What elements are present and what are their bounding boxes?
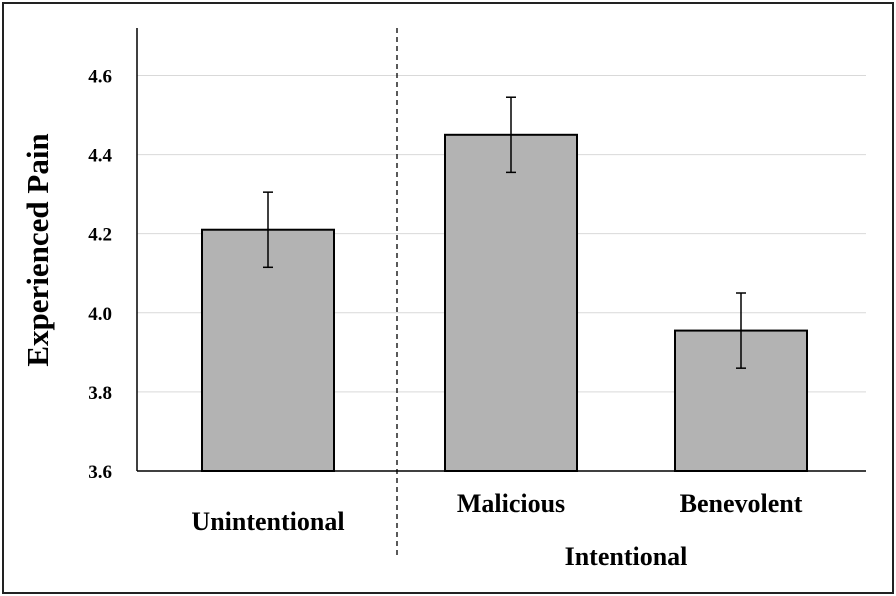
bar-malicious (444, 133, 578, 472)
error-bar-unintentional (263, 191, 273, 269)
category-label-benevolent: Benevolent (680, 489, 803, 518)
y-axis-title: Experienced Pain (20, 133, 55, 366)
category-label-unintentional: Unintentional (191, 507, 344, 536)
y-tick-label: 3.8 (88, 383, 112, 404)
y-tick-label: 4.0 (88, 304, 112, 325)
category-labels: Unintentional Malicious Benevolent (191, 489, 802, 536)
bars (201, 133, 808, 472)
y-tick-label: 3.6 (88, 462, 112, 483)
category-label-malicious: Malicious (457, 489, 565, 518)
error-bars (263, 96, 746, 369)
y-tick-label: 4.2 (88, 225, 112, 246)
y-tick-labels: 3.6 3.8 4.0 4.2 4.4 4.6 (88, 66, 112, 483)
y-tick-label: 4.4 (88, 146, 112, 167)
y-tick-label: 4.6 (88, 66, 112, 87)
error-bar-malicious (506, 96, 516, 174)
error-bar-benevolent (736, 292, 746, 369)
group-label-intentional: Intentional (565, 542, 688, 571)
